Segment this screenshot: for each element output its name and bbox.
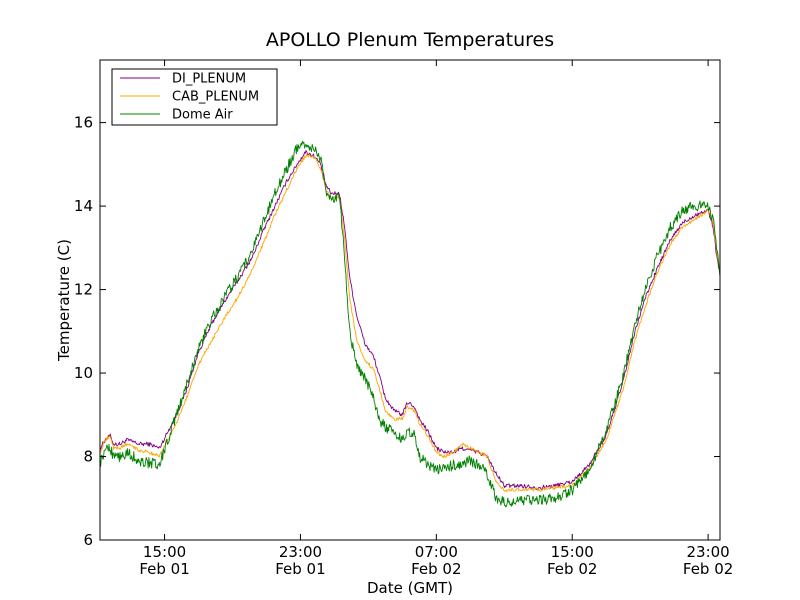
legend-label: DI_PLENUM xyxy=(172,72,246,87)
y-tick-label: 6 xyxy=(83,531,93,549)
y-tick-label: 12 xyxy=(74,281,93,299)
x-axis-label: Date (GMT) xyxy=(367,579,453,597)
chart-title: APOLLO Plenum Temperatures xyxy=(266,29,554,51)
legend-label: Dome Air xyxy=(172,108,233,123)
y-tick-label: 14 xyxy=(74,197,93,215)
plot-frame xyxy=(99,59,721,541)
y-axis-label: Temperature (C) xyxy=(55,239,73,362)
x-tick-label-time: 15:00 xyxy=(143,543,186,561)
legend: DI_PLENUM CAB_PLENUM Dome Air xyxy=(111,68,278,126)
x-tick-label-date: Feb 01 xyxy=(139,560,189,578)
x-tick-label-time: 23:00 xyxy=(686,543,729,561)
x-tick-label-time: 07:00 xyxy=(415,543,458,561)
y-axis-ticks: 6 8 10 12 14 16 xyxy=(74,114,720,549)
x-tick-label-time: 15:00 xyxy=(551,543,594,561)
x-tick-label-date: Feb 02 xyxy=(547,560,597,578)
x-tick-label-date: Feb 02 xyxy=(683,560,733,578)
x-tick-label-date: Feb 01 xyxy=(275,560,325,578)
y-tick-label: 10 xyxy=(74,364,93,382)
series-layer xyxy=(99,140,721,508)
x-tick-label-time: 23:00 xyxy=(279,543,322,561)
y-tick-label: 8 xyxy=(83,448,93,466)
legend-label: CAB_PLENUM xyxy=(172,90,259,105)
x-tick-label-date: Feb 02 xyxy=(411,560,461,578)
series-line-cab-plenum xyxy=(99,153,721,492)
y-tick-label: 16 xyxy=(74,114,93,132)
series-line-dome-air xyxy=(99,140,721,508)
